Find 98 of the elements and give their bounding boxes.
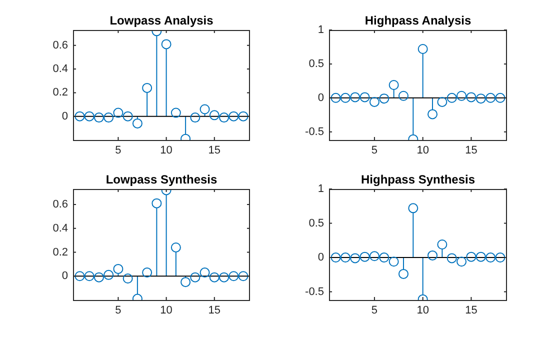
point (170, 108, 181, 118)
chart-title: Lowpass Synthesis (106, 172, 218, 186)
point (379, 252, 390, 263)
point (161, 39, 172, 50)
point (456, 90, 467, 101)
point (446, 253, 457, 264)
point (132, 118, 142, 128)
point (437, 240, 448, 250)
point (350, 253, 360, 264)
point (113, 264, 124, 274)
x-tick-label: 10 (416, 144, 429, 157)
point (388, 256, 399, 267)
point (456, 256, 467, 267)
point (418, 44, 428, 54)
y-tick-label: -0.5 (305, 286, 324, 298)
point (104, 270, 114, 280)
point (219, 112, 230, 123)
point (152, 198, 162, 208)
point (340, 92, 350, 103)
point (122, 274, 133, 284)
point (486, 92, 496, 103)
x-tick-label: 5 (371, 304, 378, 317)
point (466, 92, 476, 102)
point (350, 92, 360, 102)
x-tick-label: 15 (465, 144, 478, 157)
point (495, 252, 506, 263)
point (379, 94, 390, 104)
point (142, 268, 152, 278)
x-tick-label: 5 (371, 144, 378, 157)
x-tick-label: 10 (416, 304, 429, 317)
point (428, 250, 438, 260)
point (228, 111, 239, 122)
y-tick-label: 0 (62, 110, 68, 122)
point (219, 272, 230, 282)
y-tick-label: 0.4 (52, 222, 68, 234)
point (190, 112, 200, 123)
point (476, 252, 486, 262)
y-tick-label: 0.5 (308, 58, 324, 70)
chart-title: Lowpass Analysis (110, 13, 214, 28)
x-tick-label: 10 (160, 304, 172, 317)
point (94, 112, 104, 123)
point (142, 82, 152, 93)
point (180, 277, 191, 288)
point (228, 271, 239, 282)
x-tick-label: 15 (208, 304, 221, 317)
point (428, 109, 438, 120)
point (94, 272, 104, 282)
point (238, 111, 248, 122)
y-tick-label: 0.4 (52, 63, 68, 76)
point (466, 252, 476, 262)
point (398, 268, 408, 279)
point (486, 252, 496, 263)
point (104, 112, 114, 123)
chart-title: Highpass Analysis (364, 13, 472, 28)
point (398, 90, 408, 101)
point (330, 92, 341, 103)
point (74, 271, 85, 282)
point (476, 94, 486, 104)
point (122, 111, 133, 122)
y-tick-label: 1 (318, 24, 324, 36)
y-tick-label: 0.5 (308, 217, 324, 230)
point (446, 92, 457, 103)
point (84, 111, 94, 122)
x-tick-label: 10 (160, 144, 172, 157)
point (74, 111, 85, 122)
y-tick-label: -0.5 (305, 126, 324, 138)
point (369, 251, 380, 262)
y-tick-label: 0 (318, 252, 324, 264)
point (360, 92, 370, 102)
point (113, 108, 124, 118)
y-tick-label: 0 (318, 92, 324, 104)
y-tick-label: 0.2 (52, 86, 68, 99)
y-tick-label: 0.2 (52, 246, 68, 258)
point (388, 80, 399, 90)
point (190, 272, 200, 282)
point (340, 252, 350, 263)
point (170, 242, 181, 252)
y-tick-label: 0 (62, 270, 68, 282)
y-tick-label: 1 (318, 183, 324, 196)
chart-title: Highpass Synthesis (360, 172, 476, 186)
x-tick-label: 5 (115, 144, 122, 157)
point (209, 272, 220, 282)
point (369, 96, 380, 107)
x-tick-label: 5 (115, 304, 122, 317)
point (209, 110, 220, 120)
y-tick-label: 0.6 (52, 39, 68, 52)
point (495, 92, 506, 103)
y-tick-label: 0.6 (52, 198, 68, 211)
x-tick-label: 15 (208, 144, 221, 157)
point (330, 252, 341, 263)
point (84, 271, 94, 282)
x-tick-label: 15 (465, 304, 478, 317)
point (200, 104, 210, 114)
point (408, 203, 418, 214)
point (437, 96, 448, 107)
point (200, 268, 210, 278)
point (238, 271, 248, 282)
point (360, 252, 370, 262)
